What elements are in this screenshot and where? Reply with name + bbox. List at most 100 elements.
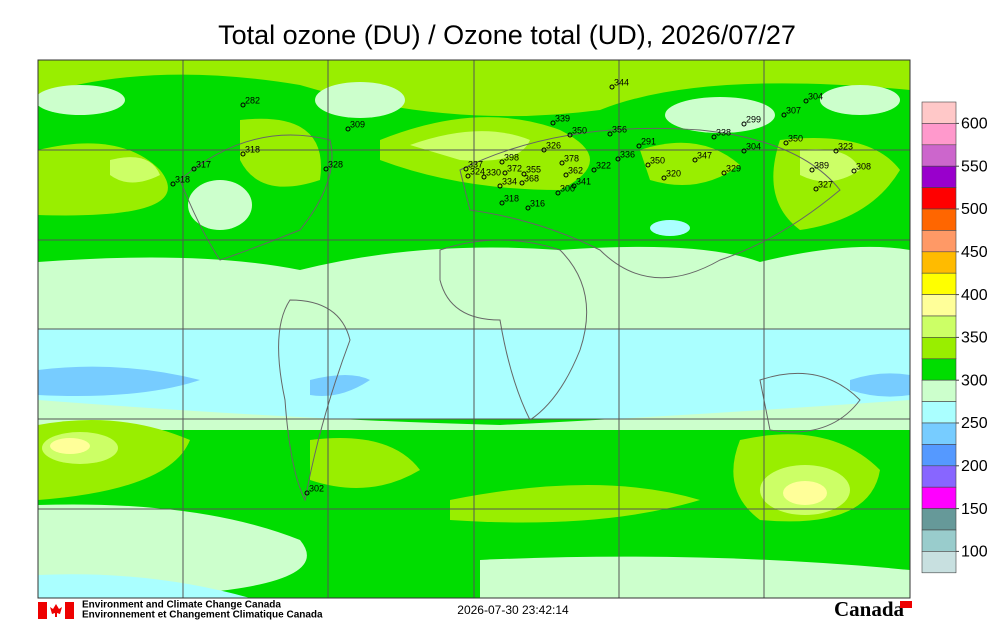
station-marker [304,490,310,496]
station-value: 291 [641,136,656,146]
station-marker [661,175,667,181]
station-value: 330 [486,167,501,177]
station-marker [559,160,565,166]
station-marker [521,171,527,177]
station-marker [567,132,573,138]
station-marker [519,180,525,186]
station-marker [833,148,839,154]
station-value: 329 [726,163,741,173]
station-value: 339 [555,113,570,123]
footer: Environment and Climate Change Canada En… [38,597,912,621]
station-value: 336 [620,149,635,159]
station-value: 323 [838,141,853,151]
station-value: 327 [818,179,833,189]
colorbar-label: 250 [961,415,988,432]
station-value: 307 [786,105,801,115]
station-marker [191,166,197,172]
timestamp: 2026-07-30 23:42:14 [457,603,569,617]
station-value: 328 [328,159,343,169]
flag-bar [38,602,47,619]
colorbar-swatch [921,529,957,552]
station-marker [741,121,747,127]
station-marker [502,170,508,176]
station-marker [499,200,505,206]
colorbar-swatch [921,486,957,509]
colorbar-label: 300 [961,372,988,389]
station-marker [813,186,819,192]
colorbar-swatch [921,422,957,445]
station-value: 326 [546,140,561,150]
station-value: 318 [175,174,190,184]
colorbar-swatch [921,272,957,295]
colorbar: 600 550 500 450 400 350 300 250 200 150 100 [921,101,988,574]
station-value: 299 [746,114,761,124]
station-marker [465,173,471,179]
colorbar-swatch [921,144,957,167]
graticule [38,60,910,598]
station-value: 282 [245,95,260,105]
colorbar-swatch [921,315,957,338]
colorbar-swatch [921,187,957,210]
colorbar-swatch [921,123,957,146]
station-marker [525,205,531,211]
station-marker [555,190,561,196]
station-value: 338 [716,127,731,137]
station-value: 398 [504,152,519,162]
colorbar-swatch [921,401,957,424]
station-value: 355 [526,164,541,174]
station-marker [571,183,577,189]
map-frame [37,59,911,599]
colorbar-swatch [921,294,957,317]
station-marker [741,148,747,154]
colorbar-swatch [921,337,957,360]
canada-wordmark: Canada [834,597,905,621]
colorbar-swatch [921,101,957,124]
station-marker [563,172,569,178]
station-marker [550,120,556,126]
station-marker [591,167,597,173]
colorbar-swatch [921,379,957,402]
station-marker [463,166,469,172]
station-marker [711,134,717,140]
station-value: 300 [560,183,575,193]
station-marker [809,167,815,173]
colorbar-label: 400 [961,287,988,304]
colorbar-label: 500 [961,201,988,218]
colorbar-label: 450 [961,244,988,261]
colorbar-label: 600 [961,116,988,133]
station-marker [692,157,698,163]
station-marker [609,84,615,90]
colorbar-swatch [921,208,957,231]
station-marker [803,98,809,104]
station-marker [783,140,789,146]
station-value: 322 [596,160,611,170]
station-value: 302 [309,483,324,493]
station-marker [607,131,613,137]
station-value: 304 [808,91,823,101]
station-value: 347 [697,150,712,160]
station-marker [645,162,651,168]
station-value: 372 [507,163,522,173]
station-marker [636,143,642,149]
station-marker [170,181,176,187]
station-marker [615,156,621,162]
station-value: 378 [564,153,579,163]
colorbar-swatch [921,465,957,488]
station-value: 316 [530,198,545,208]
station-value: 350 [650,155,665,165]
station-marker [481,174,487,180]
station-marker [851,168,857,174]
colorbar-swatch [921,444,957,467]
wordmark-flag [900,601,912,608]
station-value: 350 [788,133,803,143]
station-value: 341 [576,176,591,186]
station-value: 318 [245,144,260,154]
station-marker [345,126,351,132]
station-marker [497,183,503,189]
colorbar-swatch [921,251,957,274]
station-value: 389 [814,160,829,170]
station-value: 309 [350,119,365,129]
station-marker [721,170,727,176]
station-value: 324 [470,166,485,176]
station-value: 356 [612,124,627,134]
